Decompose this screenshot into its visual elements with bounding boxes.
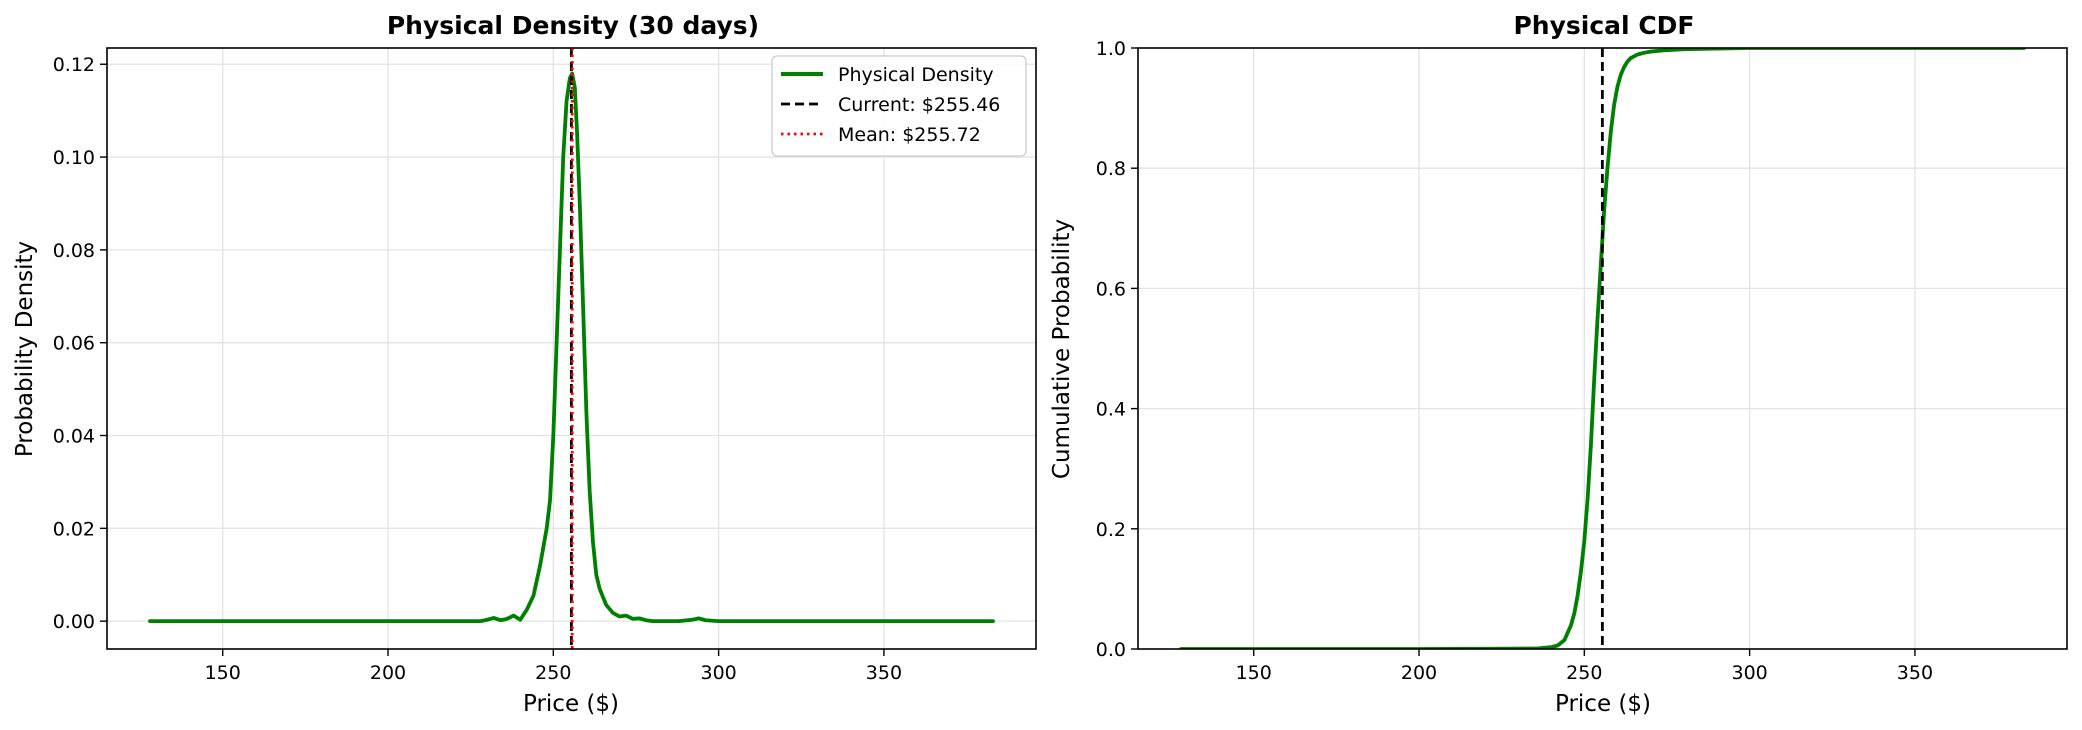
cdf-xtick-label: 150 (1236, 662, 1272, 684)
density-legend: Physical Density Current: $255.46 Mean: … (771, 55, 1027, 157)
cdf-plot-area (1179, 48, 2026, 649)
cdf-clipped-plot (1179, 48, 2026, 649)
density-ytick-label: 0.04 (53, 426, 95, 448)
density-ytick-label: 0.12 (53, 54, 95, 76)
density-panel: Physical Density (30 days) 150 200 250 300 3… (12, 11, 1037, 717)
density-ytick-label: 0.00 (53, 611, 95, 633)
legend-label-density: Physical Density (838, 64, 994, 86)
legend-label-mean: Mean: $255.72 (838, 124, 981, 146)
cdf-xtick-label: 300 (1731, 662, 1767, 684)
density-clipped-plot (148, 48, 995, 649)
density-ytick-label: 0.02 (53, 518, 95, 540)
cdf-xtick-label: 200 (1401, 662, 1437, 684)
cdf-ytick-label: 0.6 (1096, 278, 1126, 300)
density-y-axis-label: Probability Density (12, 241, 38, 457)
density-xtick-label: 150 (205, 662, 241, 684)
cdf-ytick-label: 0.2 (1096, 519, 1126, 541)
cdf-x-axis-label: Price ($) (1555, 691, 1651, 717)
density-xtick-label: 200 (370, 662, 406, 684)
cdf-panel: Physical CDF 150 200 250 300 350 0.0 0.2 0.4 0.6… (1049, 11, 2068, 717)
cdf-ytick-label: 0.8 (1096, 158, 1126, 180)
density-xtick-label: 350 (866, 662, 902, 684)
cdf-axes-frame (1137, 47, 2068, 650)
legend-box (771, 55, 1027, 157)
density-ytick-label: 0.08 (53, 240, 95, 262)
cdf-series-line (1179, 48, 2026, 649)
cdf-ticks: 150 200 250 300 350 0.0 0.2 0.4 0.6 0.8 1.0 (1096, 38, 1933, 684)
density-axes-frame (106, 47, 1037, 650)
legend-label-current: Current: $255.46 (838, 94, 1000, 116)
cdf-ytick-label: 0.0 (1096, 639, 1126, 661)
density-x-axis-label: Price ($) (523, 691, 619, 717)
density-plot-area (148, 48, 995, 649)
density-series-line (148, 71, 995, 624)
cdf-chart-title: Physical CDF (1513, 11, 1694, 40)
density-ticks: 150 200 250 300 350 0.00 0.02 0.04 0.06 0.08 0.10 0… (53, 54, 902, 684)
cdf-ytick-label: 0.4 (1096, 399, 1126, 421)
density-chart-title: Physical Density (30 days) (387, 11, 759, 40)
density-ytick-label: 0.06 (53, 333, 95, 355)
cdf-ytick-label: 1.0 (1096, 38, 1126, 60)
density-xtick-label: 300 (700, 662, 736, 684)
cdf-xtick-label: 250 (1566, 662, 1602, 684)
cdf-xtick-label: 350 (1897, 662, 1933, 684)
density-xtick-label: 250 (535, 662, 571, 684)
density-ytick-label: 0.10 (53, 147, 95, 169)
cdf-y-axis-label: Cumulative Probability (1049, 219, 1075, 479)
